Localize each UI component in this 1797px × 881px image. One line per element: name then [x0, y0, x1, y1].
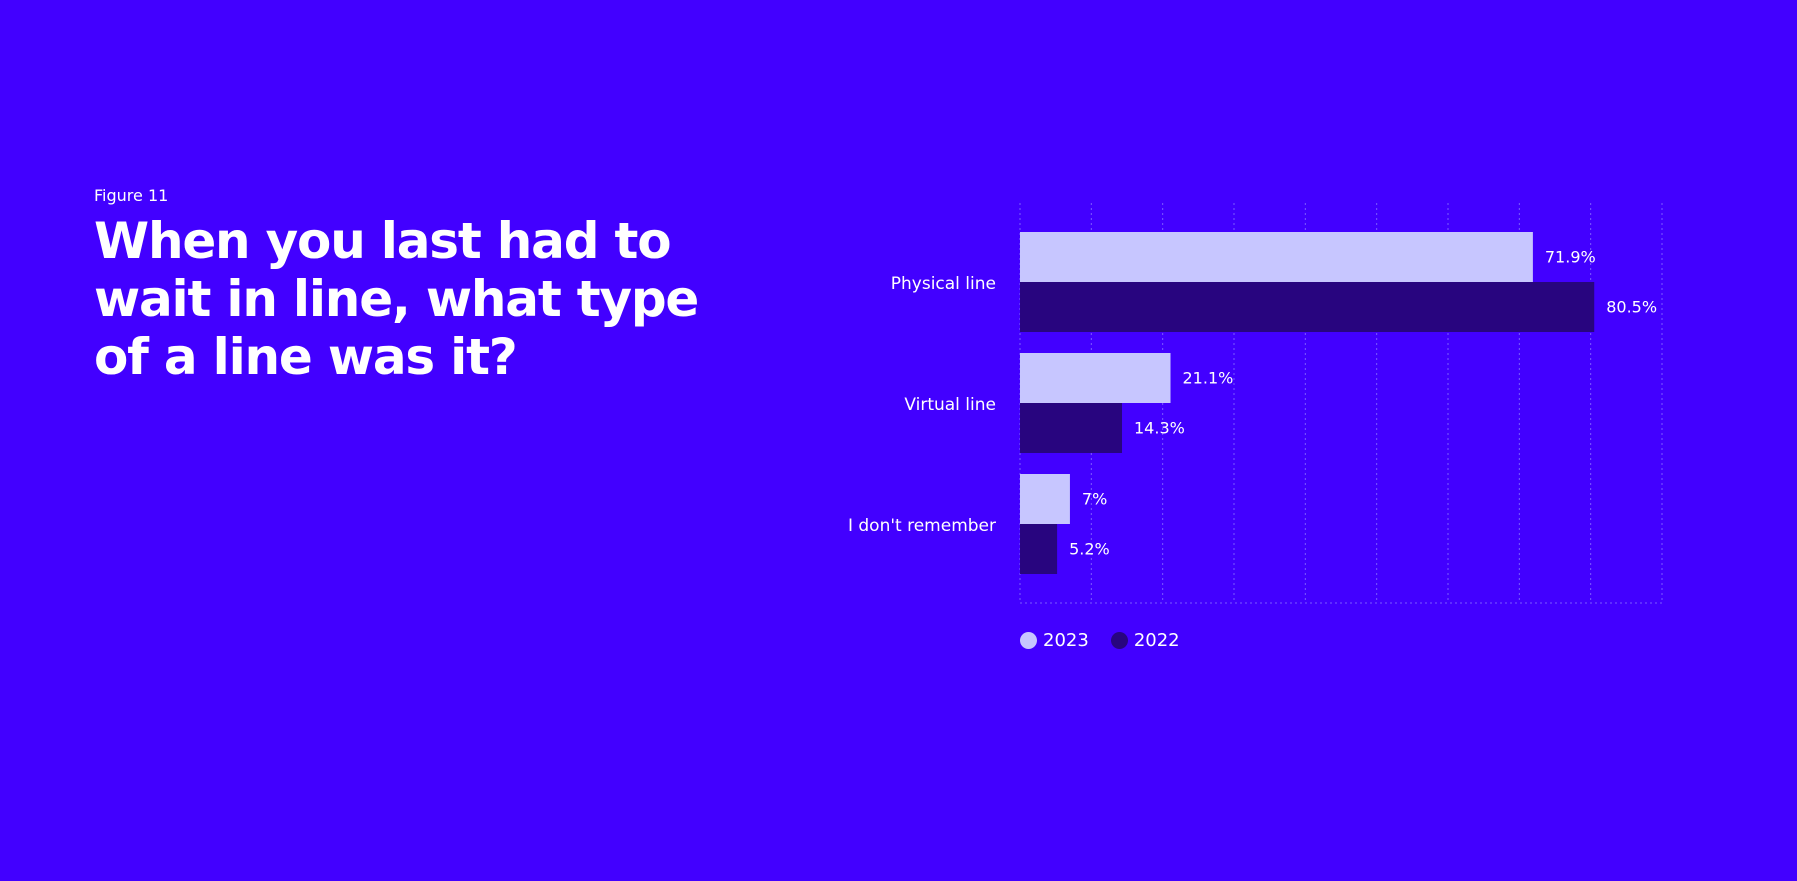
chart-title: When you last had to wait in line, what … — [94, 212, 699, 386]
bar-virtual-line-2022 — [1020, 403, 1123, 453]
value-label-virtual-line-2023: 21.1% — [1183, 369, 1234, 388]
legend-label-2023: 2023 — [1043, 630, 1089, 651]
legend-label-2022: 2022 — [1133, 630, 1180, 651]
value-label-i-don-t-remember-2022: 5.2% — [1069, 540, 1110, 559]
value-label-physical-line-2023: 71.9% — [1545, 248, 1596, 267]
category-label-physical-line: Physical line — [891, 274, 996, 294]
legend-item-2022: 2022 — [1110, 630, 1180, 651]
bar-layer — [1020, 232, 1595, 574]
legend-swatch-2022 — [1110, 632, 1128, 649]
legend: 2023 2022 — [1020, 630, 1180, 651]
value-label-i-don-t-remember-2023: 7% — [1082, 490, 1107, 509]
bar-i-don-t-remember-2023 — [1020, 474, 1070, 524]
bar-physical-line-2023 — [1020, 232, 1533, 282]
category-label-i-don-t-remember: I don't remember — [848, 516, 996, 536]
legend-item-2023: 2023 — [1020, 630, 1089, 651]
value-label-virtual-line-2022: 14.3% — [1134, 419, 1185, 438]
bar-virtual-line-2023 — [1020, 353, 1171, 403]
figure-label: Figure 11 — [94, 186, 169, 205]
bar-physical-line-2022 — [1020, 282, 1595, 332]
label-layer: Physical line 71.9% 80.5% Virtual line 21.1%… — [848, 248, 1657, 559]
bar-i-don-t-remember-2022 — [1020, 524, 1058, 574]
value-label-physical-line-2022: 80.5% — [1606, 298, 1657, 317]
category-label-virtual-line: Virtual line — [904, 395, 996, 415]
legend-swatch-2023 — [1020, 632, 1037, 649]
